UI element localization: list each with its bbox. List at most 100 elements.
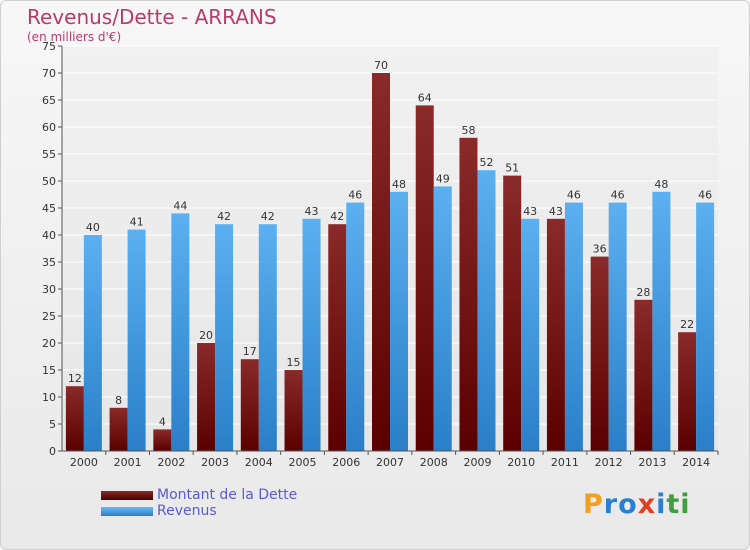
bar-dette <box>284 370 303 451</box>
data-label: 58 <box>461 124 475 137</box>
data-label: 12 <box>68 372 82 385</box>
x-tick-label: 2012 <box>595 456 623 469</box>
bar-dette <box>415 105 434 452</box>
data-label: 40 <box>86 221 100 234</box>
data-label: 43 <box>549 205 563 218</box>
data-label: 17 <box>243 345 257 358</box>
logo-letter: x <box>637 489 657 520</box>
data-label: 20 <box>199 329 213 342</box>
bar-revenus <box>433 186 452 451</box>
x-tick-label: 2002 <box>157 456 185 469</box>
bar-dette <box>328 224 347 451</box>
y-tick-label: 20 <box>42 337 56 350</box>
bar-revenus <box>696 202 715 451</box>
legend-item-dette: Montant de la Dette <box>101 487 297 503</box>
y-tick-label: 40 <box>42 229 56 242</box>
legend-item-revenus: Revenus <box>101 503 297 519</box>
logo-letter: i <box>680 489 691 520</box>
x-tick-label: 2006 <box>332 456 360 469</box>
labels: 0 5 10 15 20 25 30 35 40 45 50 55 60 65 70 75 2000 12 40 20… <box>42 40 712 469</box>
data-label: 43 <box>523 205 537 218</box>
bar-dette <box>109 407 128 451</box>
x-tick-label: 2014 <box>682 456 710 469</box>
x-tick-label: 2005 <box>289 456 317 469</box>
axes <box>58 45 719 455</box>
y-tick-label: 60 <box>42 121 56 134</box>
legend-label-revenus: Revenus <box>157 503 217 519</box>
bar-revenus <box>477 170 496 451</box>
logo-letter: o <box>618 489 638 520</box>
y-tick-label: 30 <box>42 283 56 296</box>
chart-title: Revenus/Dette - ARRANS <box>27 5 277 29</box>
bar-revenus <box>215 224 234 451</box>
data-label: 70 <box>374 59 388 72</box>
bar-revenus <box>83 235 102 451</box>
y-tick-label: 0 <box>49 445 56 458</box>
y-tick-label: 70 <box>42 67 56 80</box>
bar-dette <box>240 359 259 451</box>
data-label: 42 <box>217 210 231 223</box>
x-tick-label: 2011 <box>551 456 579 469</box>
data-label: 48 <box>654 178 668 191</box>
data-label: 42 <box>330 210 344 223</box>
legend: Montant de la Dette Revenus <box>101 487 297 519</box>
y-tick-label: 55 <box>42 148 56 161</box>
y-tick-label: 75 <box>42 40 56 53</box>
data-label: 64 <box>418 91 432 104</box>
data-label: 4 <box>159 415 166 428</box>
data-label: 43 <box>305 205 319 218</box>
bar-revenus <box>608 202 627 451</box>
bar-dette <box>153 429 172 451</box>
data-label: 8 <box>115 394 122 407</box>
x-tick-label: 2013 <box>638 456 666 469</box>
bar-dette <box>503 175 522 451</box>
x-tick-label: 2007 <box>376 456 404 469</box>
y-tick-label: 10 <box>42 391 56 404</box>
data-label: 48 <box>392 178 406 191</box>
bar-dette <box>372 73 390 451</box>
bar-revenus <box>564 202 583 451</box>
data-label: 36 <box>593 243 607 256</box>
y-tick-label: 15 <box>42 364 56 377</box>
legend-label-dette: Montant de la Dette <box>157 487 298 503</box>
logo-letter: P <box>583 489 604 520</box>
data-label: 52 <box>479 156 493 169</box>
logo-letter: r <box>603 489 619 520</box>
data-label: 15 <box>287 356 301 369</box>
data-label: 46 <box>567 189 581 202</box>
bar-revenus <box>302 218 321 451</box>
bar-dette <box>590 256 609 451</box>
y-tick-label: 45 <box>42 202 56 215</box>
bar-dette <box>546 218 565 451</box>
bar-revenus <box>521 218 540 451</box>
data-label: 44 <box>173 199 187 212</box>
bar-revenus <box>258 224 277 451</box>
y-tick-label: 50 <box>42 175 56 188</box>
data-label: 42 <box>261 210 275 223</box>
x-tick-label: 2004 <box>245 456 273 469</box>
y-tick-label: 65 <box>42 94 56 107</box>
bar-dette <box>459 137 478 452</box>
logo-letter: t <box>666 489 681 520</box>
data-label: 28 <box>636 286 650 299</box>
bars <box>65 73 715 452</box>
bar-dette <box>65 386 84 451</box>
x-tick-label: 2010 <box>507 456 535 469</box>
data-label: 49 <box>436 172 450 185</box>
y-tick-label: 25 <box>42 310 56 323</box>
data-label: 51 <box>505 162 519 175</box>
bar-dette <box>197 343 216 451</box>
y-tick-label: 35 <box>42 256 56 269</box>
x-tick-label: 2000 <box>70 456 98 469</box>
bar-revenus <box>346 202 365 451</box>
bar-revenus <box>127 229 146 451</box>
x-tick-label: 2003 <box>201 456 229 469</box>
x-tick-label: 2008 <box>420 456 448 469</box>
data-label: 46 <box>348 189 362 202</box>
bar-revenus <box>171 213 190 451</box>
logo-letter: i <box>656 489 667 520</box>
chart-subtitle: (en milliers d'€) <box>27 30 122 44</box>
bar-dette <box>634 299 653 451</box>
y-tick-label: 5 <box>49 418 56 431</box>
